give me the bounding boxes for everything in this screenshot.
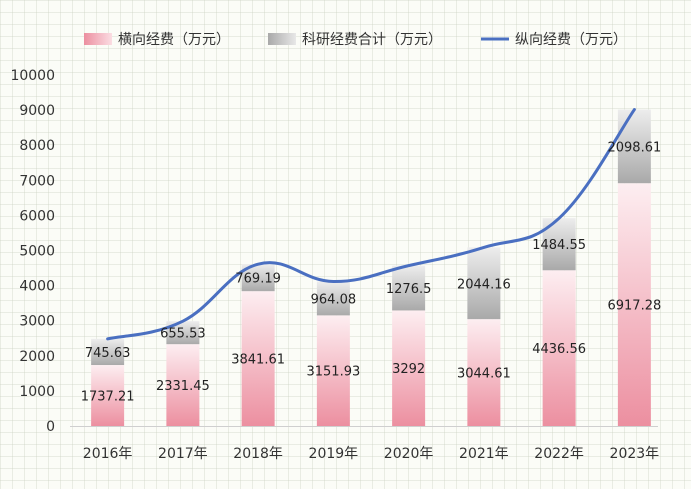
y-tick-label: 1000 [19, 384, 55, 400]
data-label-horizontal: 4436.56 [532, 342, 586, 357]
data-label-total: 769.19 [235, 272, 281, 287]
x-tick-label: 2021年 [459, 446, 509, 462]
data-label-horizontal: 3151.93 [306, 365, 360, 380]
legend-item: 科研经费合计（万元） [268, 32, 442, 48]
legend-label: 科研经费合计（万元） [302, 32, 442, 48]
x-tick-label: 2020年 [384, 446, 434, 462]
y-tick-label: 8000 [19, 138, 55, 154]
y-tick-label: 7000 [19, 173, 55, 189]
y-tick-label: 9000 [19, 103, 55, 119]
y-axis: 0 1000 2000 3000 4000 5000 6000 7000 8000 9000 100… [10, 68, 55, 435]
y-tick-label: 2000 [19, 349, 55, 365]
y-tick-label: 5000 [19, 244, 55, 260]
x-tick-label: 2018年 [233, 446, 283, 462]
data-label-total: 745.63 [85, 346, 131, 361]
y-tick-label: 3000 [19, 314, 55, 330]
data-label-horizontal: 3292 [392, 362, 425, 377]
legend-swatch-horizontal [84, 33, 112, 45]
data-label-total: 2044.16 [457, 277, 511, 292]
legend-label: 纵向经费（万元） [515, 32, 627, 48]
data-label-horizontal: 1737.21 [81, 390, 135, 405]
legend-label: 横向经费（万元） [118, 32, 230, 48]
data-label-horizontal: 3841.61 [231, 353, 285, 368]
legend-item: 纵向经费（万元） [481, 32, 627, 48]
data-label-horizontal: 6917.28 [607, 299, 661, 314]
legend-item: 横向经费（万元） [84, 32, 230, 48]
x-tick-label: 2022年 [534, 446, 584, 462]
data-label-horizontal: 3044.61 [457, 367, 511, 382]
y-tick-label: 4000 [19, 279, 55, 295]
y-tick-label: 0 [46, 419, 55, 435]
x-tick-label: 2016年 [83, 446, 133, 462]
data-label-total: 1276.5 [386, 282, 432, 297]
x-tick-label: 2017年 [158, 446, 208, 462]
y-tick-label: 6000 [19, 208, 55, 224]
data-label-total: 964.08 [311, 292, 357, 307]
x-tick-label: 2019年 [309, 446, 359, 462]
data-label-total: 655.53 [160, 327, 206, 342]
data-label-horizontal: 2331.45 [156, 379, 210, 394]
legend-swatch-total [268, 33, 296, 45]
data-label-total: 2098.61 [607, 140, 661, 155]
x-tick-label: 2023年 [610, 446, 660, 462]
data-label-total: 1484.55 [532, 238, 586, 253]
legend: 横向经费（万元） 科研经费合计（万元） 纵向经费（万元） [84, 32, 627, 48]
y-tick-label: 10000 [10, 68, 55, 84]
x-axis: 2016年 2017年 2018年 2019年 2020年 2021年 2022年 2023年 [70, 427, 659, 463]
